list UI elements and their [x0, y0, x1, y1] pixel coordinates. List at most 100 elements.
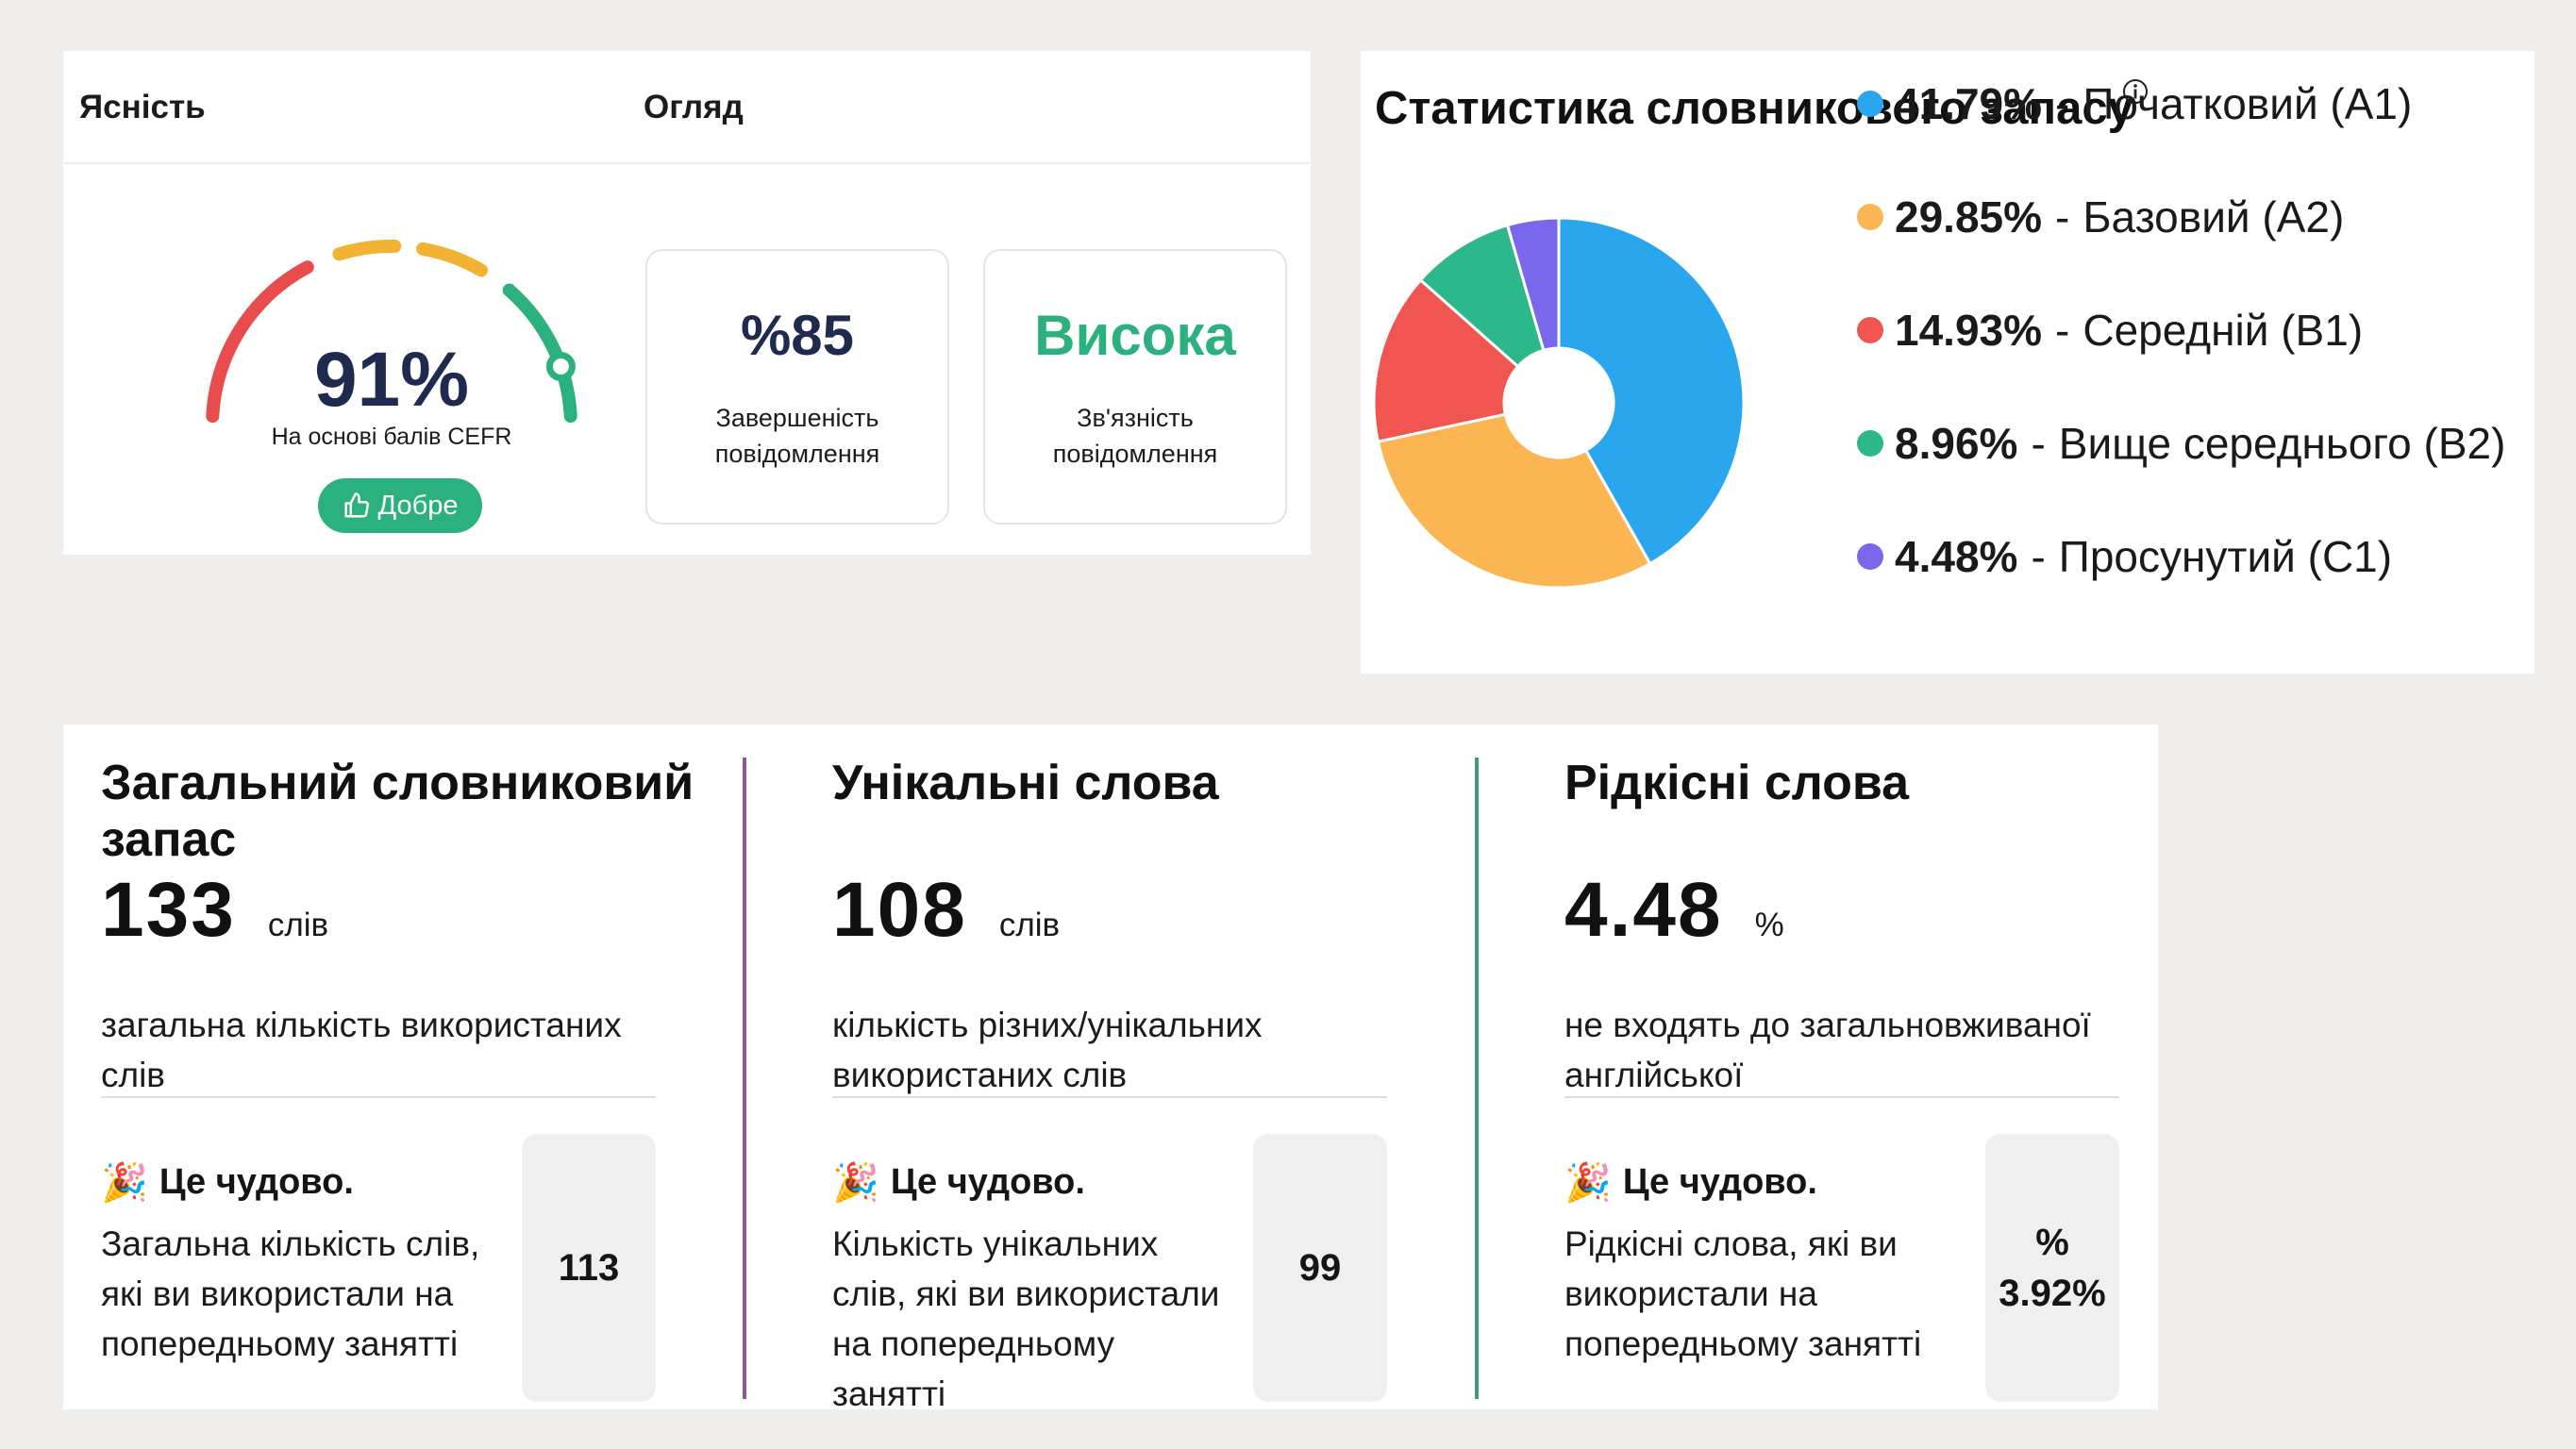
rare-words-number: 4.48: [1564, 867, 1723, 953]
legend-item: 14.93% - Середній (B1): [1857, 302, 2363, 358]
legend-label: Середній (B1): [2083, 306, 2364, 355]
legend-separator: -: [2055, 306, 2070, 355]
total-vocabulary-number: 133: [101, 867, 236, 953]
good-badge: Добре: [318, 478, 482, 533]
previous-value-line2: 3.92%: [1999, 1273, 2106, 1314]
unique-words-title: Унікальні слова: [832, 756, 1219, 810]
legend-color-dot: [1857, 91, 1883, 117]
legend-separator: -: [2031, 532, 2046, 581]
legend-color-dot: [1857, 430, 1883, 457]
good-badge-label: Добре: [377, 490, 459, 521]
praise-text: Це чудово.: [890, 1162, 1085, 1202]
gauge-segment-red: [206, 260, 314, 424]
legend-item: 41.79% - Початковий (A1): [1857, 75, 2412, 132]
legend-label: Базовий (A2): [2083, 192, 2345, 242]
pie-slice-2: [1376, 412, 1652, 590]
pie-slice-3: [1372, 277, 1520, 443]
completeness-label-line2: повідомлення: [714, 440, 880, 468]
info-icon[interactable]: [2121, 77, 2149, 106]
unique-words-card: Унікальні слова 108 слів кількість різни…: [795, 724, 1493, 1413]
rare-words-title: Рідкісні слова: [1564, 756, 1910, 810]
total-vocabulary-previous: 113: [522, 1134, 656, 1402]
thumbs-up-icon: [344, 492, 369, 518]
clarity-score: 91%: [313, 337, 470, 423]
coherence-value: Висока: [1034, 304, 1236, 367]
divider: [101, 1096, 656, 1098]
divider: [1564, 1096, 2119, 1098]
vocabulary-stats-panel: Статистика словникового запасу 41.79% - По…: [1361, 51, 2534, 674]
party-popper-icon: 🎉: [832, 1162, 879, 1204]
total-vocabulary-description: загальна кількість використаних слів: [101, 1006, 622, 1094]
legend-color-dot: [1857, 317, 1883, 343]
legend-separator: -: [2055, 192, 2070, 242]
coherence-card: Висока Зв'язність повідомлення: [983, 249, 1287, 525]
legend-item: 29.85% - Базовий (A2): [1857, 189, 2344, 245]
completeness-card: %85 Завершеність повідомлення: [645, 249, 949, 525]
previous-value: 99: [1298, 1247, 1342, 1289]
legend-separator: -: [2031, 419, 2046, 468]
previous-value: %: [2035, 1222, 2069, 1263]
completeness-label: Завершеність повідомлення: [647, 400, 947, 472]
vocabulary-metrics-panel: Загальний словниковий запас 133 слів заг…: [63, 724, 2158, 1413]
completeness-value: %85: [740, 304, 855, 367]
coherence-label-line1: Зв'язність: [1077, 404, 1194, 432]
legend-color-dot: [1857, 543, 1883, 570]
legend-percentage: 41.79%: [1895, 79, 2043, 128]
completeness-label-line1: Завершеність: [715, 404, 879, 432]
coherence-label: Зв'язність повідомлення: [985, 400, 1285, 472]
unique-words-number: 108: [832, 867, 967, 953]
rare-words-comparison: Рідкісні слова, які ви використали на по…: [1564, 1224, 1922, 1363]
unique-words-praise: 🎉 Це чудово.: [832, 1160, 1085, 1205]
legend-percentage: 4.48%: [1895, 532, 2018, 581]
legend-label: Вище середнього (B2): [2058, 419, 2506, 468]
legend-percentage: 14.93%: [1895, 306, 2043, 355]
rare-words-description: не входять до загальновживаної англійськ…: [1564, 1006, 2091, 1094]
total-vocabulary-value: 133 слів: [101, 866, 328, 955]
vocabulary-stats-title: Статистика словникового запасу: [1375, 83, 2133, 134]
gauge-segment-green: [502, 283, 577, 424]
legend-percentage: 8.96%: [1895, 419, 2018, 468]
legend-percentage: 29.85%: [1895, 192, 2043, 242]
clarity-panel: Ясність Огляд 91% На основі балів CEFR Д…: [63, 51, 1311, 555]
rare-words-praise: 🎉 Це чудово.: [1564, 1160, 1817, 1205]
party-popper-icon: 🎉: [101, 1162, 148, 1204]
pie-slice-1: [1557, 216, 1746, 566]
previous-value: 113: [558, 1247, 620, 1289]
unique-words-description: кількість різних/унікальних використаних…: [832, 1006, 1263, 1094]
rare-words-card: Рідкісні слова 4.48 % не входять до зага…: [1527, 724, 2225, 1409]
tab-overview[interactable]: Огляд: [644, 89, 744, 125]
total-vocabulary-card: Загальний словниковий запас 133 слів заг…: [63, 724, 761, 1409]
clarity-header: Ясність Огляд: [63, 51, 1311, 164]
total-vocabulary-praise: 🎉 Це чудово.: [101, 1160, 354, 1205]
unique-words-unit: слів: [998, 907, 1061, 943]
unique-words-previous: 99: [1253, 1134, 1387, 1402]
legend-label: Просунутий (C1): [2058, 532, 2393, 581]
vocabulary-pie-chart: [1372, 216, 1746, 590]
total-vocabulary-comparison: Загальна кількість слів, які ви використ…: [101, 1224, 480, 1363]
unique-words-comparison: Кількість унікальних слів, які ви викори…: [832, 1224, 1220, 1413]
legend-item: 4.48% - Просунутий (C1): [1857, 528, 2392, 585]
legend-separator: -: [2055, 79, 2070, 128]
rare-words-unit: %: [1754, 907, 1784, 943]
party-popper-icon: 🎉: [1564, 1162, 1612, 1204]
column-divider: [743, 758, 746, 1399]
clarity-score-caption: На основі балів CEFR: [271, 424, 512, 450]
column-divider: [1475, 758, 1479, 1399]
clarity-gauge: [206, 239, 577, 424]
pie-slice-5: [1505, 216, 1561, 353]
divider: [832, 1096, 1387, 1098]
rare-words-previous: % 3.92%: [1985, 1134, 2119, 1402]
legend-color-dot: [1857, 204, 1883, 230]
total-vocabulary-title: Загальний словниковий запас: [101, 756, 694, 867]
gauge-segment-yellow-1: [332, 239, 402, 261]
gauge-marker: [545, 352, 576, 381]
total-vocabulary-unit: слів: [267, 907, 329, 943]
rare-words-value: 4.48 %: [1564, 866, 1784, 955]
tab-clarity[interactable]: Ясність: [79, 89, 206, 125]
unique-words-value: 108 слів: [832, 866, 1060, 955]
gauge-segment-yellow-2: [416, 242, 488, 277]
legend-label: Початковий (A1): [2083, 79, 2413, 128]
coherence-label-line2: повідомлення: [1052, 440, 1218, 468]
legend-item: 8.96% - Вище середнього (B2): [1857, 415, 2505, 472]
praise-text: Це чудово.: [159, 1162, 354, 1202]
